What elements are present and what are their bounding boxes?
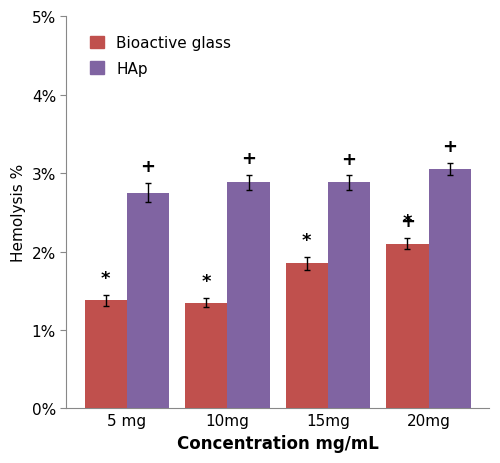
Bar [386, 244, 428, 408]
X-axis label: Concentration mg/mL: Concentration mg/mL [176, 434, 378, 452]
Bar [428, 170, 471, 408]
Text: +: + [241, 150, 256, 168]
Text: +: + [400, 213, 415, 231]
Bar [84, 300, 127, 408]
Text: +: + [442, 138, 457, 156]
Legend: Bioactive glass, HAp: Bioactive glass, HAp [82, 29, 239, 84]
Bar [328, 183, 370, 408]
Text: +: + [140, 158, 156, 176]
Text: *: * [402, 213, 412, 231]
Text: *: * [302, 232, 312, 250]
Y-axis label: Hemolysis %: Hemolysis % [11, 164, 26, 262]
Bar [127, 193, 169, 408]
Bar [185, 303, 228, 408]
Text: +: + [342, 150, 356, 168]
Bar [286, 264, 328, 408]
Bar [228, 183, 270, 408]
Text: *: * [202, 272, 211, 290]
Text: *: * [101, 269, 110, 287]
